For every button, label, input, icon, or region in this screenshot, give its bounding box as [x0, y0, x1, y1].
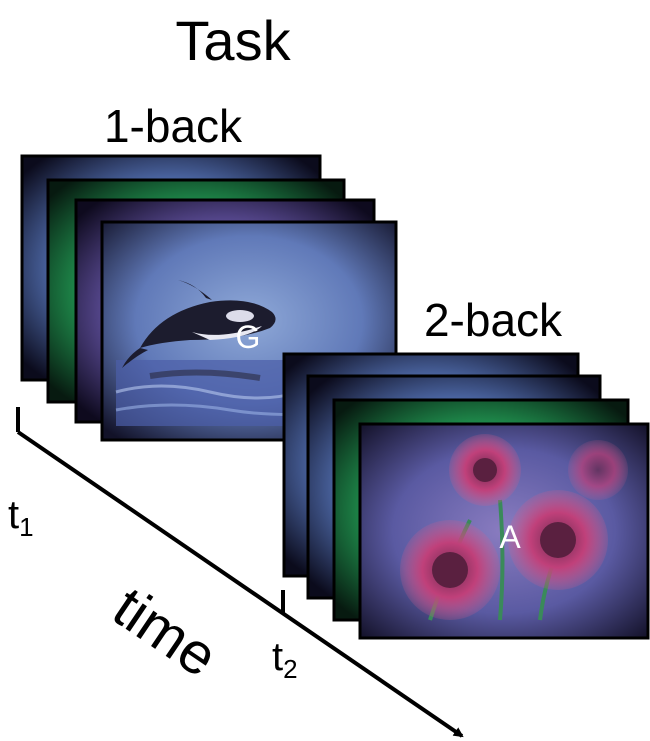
stimulus-letter-2back: A — [499, 519, 521, 555]
time-arrow — [16, 430, 464, 738]
condition-label-2back: 2-back — [424, 294, 563, 346]
condition-label-1back: 1-back — [104, 100, 243, 152]
time-label: time — [102, 575, 229, 690]
frame-stack-1back: G — [20, 154, 398, 442]
stimulus-letter-1back: G — [236, 319, 261, 355]
t1-label: t1 — [8, 493, 34, 542]
flower-stimulus-frame: A — [358, 422, 650, 640]
t2-label: t2 — [272, 635, 298, 684]
whale-icon — [122, 280, 276, 381]
flower-icon — [400, 434, 628, 621]
frame-stack-2back: A — [282, 352, 650, 640]
diagram-title: Task — [175, 9, 291, 72]
